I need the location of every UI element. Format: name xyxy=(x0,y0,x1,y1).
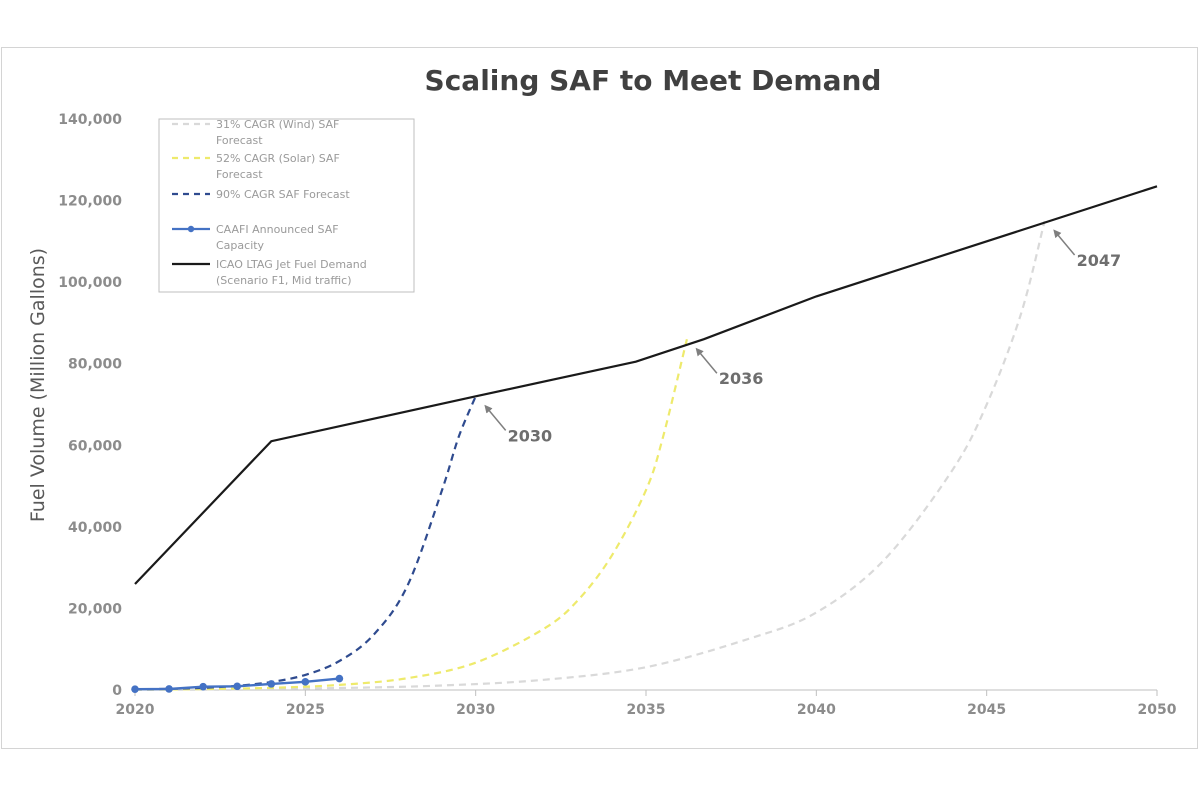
series-icao-demand xyxy=(134,185,1158,585)
legend-label-line2: Forecast xyxy=(216,134,263,147)
x-tick-label: 2030 xyxy=(456,702,495,718)
annotation-arrow xyxy=(1053,229,1076,256)
legend-label: 90% CAGR SAF Forecast xyxy=(216,188,350,201)
y-tick-label: 100,000 xyxy=(58,275,122,291)
y-axis-label: Fuel Volume (Million Gallons) xyxy=(27,248,49,522)
axes: 2020 2025 2030 2035 2040 2045 2050 0 20,000 40,00… xyxy=(58,112,1177,718)
legend: 31% CAGR (Wind) SAF Forecast 52% CAGR (Sol… xyxy=(158,118,415,293)
chart-title: Scaling SAF to Meet Demand xyxy=(425,64,882,97)
caafi-data-point xyxy=(301,678,310,686)
y-tick-label: 140,000 xyxy=(58,112,122,128)
caafi-data-point xyxy=(233,682,241,691)
y-tick-label: 20,000 xyxy=(68,601,122,617)
legend-label: CAAFI Announced SAF xyxy=(216,223,339,236)
y-tick-label: 40,000 xyxy=(68,520,122,536)
x-tick-label: 2020 xyxy=(116,702,155,718)
y-tick-label: 120,000 xyxy=(58,194,122,210)
caafi-data-point xyxy=(165,685,173,693)
x-tick-label: 2045 xyxy=(967,702,1006,718)
x-tick-label: 2050 xyxy=(1138,702,1177,718)
series-layer xyxy=(131,185,1158,693)
chart-frame xyxy=(1,47,1198,749)
series-wind-forecast xyxy=(134,220,1046,691)
y-tick-label: 80,000 xyxy=(68,357,122,373)
legend-label: 52% CAGR (Solar) SAF xyxy=(216,152,340,165)
legend-label-line2: Forecast xyxy=(216,168,263,181)
series-solar-forecast xyxy=(134,338,688,691)
annotation-label: 2047 xyxy=(1077,251,1122,270)
x-tick-label: 2035 xyxy=(627,702,666,718)
legend-label: 31% CAGR (Wind) SAF xyxy=(216,118,339,131)
legend-label: ICAO LTAG Jet Fuel Demand xyxy=(216,258,367,271)
caafi-data-point xyxy=(335,674,344,683)
legend-label-line2: Capacity xyxy=(216,239,265,252)
legend-label-line2: (Scenario F1, Mid traffic) xyxy=(216,274,352,287)
annotation-label: 2030 xyxy=(508,426,553,445)
annotation-arrow xyxy=(695,347,718,374)
caafi-data-point xyxy=(199,682,207,691)
y-tick-label: 60,000 xyxy=(68,438,122,454)
series-90-cagr-forecast xyxy=(134,395,477,691)
x-tick-label: 2025 xyxy=(286,702,325,718)
annotation-label: 2036 xyxy=(719,369,764,388)
y-tick-label: 0 xyxy=(112,683,122,699)
annotation-arrow xyxy=(484,404,507,431)
caafi-data-point xyxy=(267,680,276,688)
legend-marker xyxy=(187,225,195,233)
caafi-data-point xyxy=(131,685,139,693)
annotation-layer: 2030 2036 2047 xyxy=(484,229,1122,445)
x-tick-label: 2040 xyxy=(797,702,836,718)
